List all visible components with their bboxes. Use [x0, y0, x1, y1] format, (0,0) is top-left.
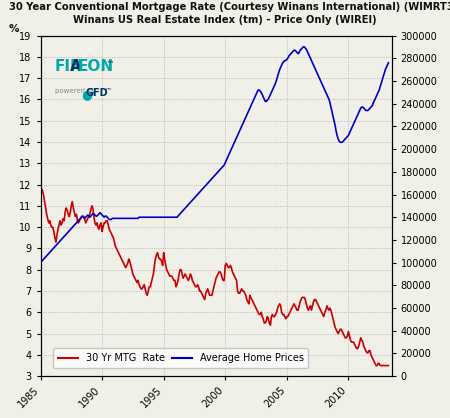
Text: FIN: FIN	[54, 59, 83, 74]
Text: ™: ™	[105, 87, 112, 93]
Text: GFD: GFD	[86, 88, 108, 98]
Text: A: A	[70, 59, 82, 74]
Text: ™: ™	[105, 59, 114, 69]
Legend: 30 Yr MTG  Rate, Average Home Prices: 30 Yr MTG Rate, Average Home Prices	[54, 348, 308, 368]
Text: 30 Year Conventional Mortgage Rate (Courtesy Winans International) (WIMRT30Y) vs: 30 Year Conventional Mortgage Rate (Cour…	[9, 2, 450, 12]
Text: %: %	[9, 24, 19, 34]
Text: powered by: powered by	[54, 88, 95, 94]
Text: EON: EON	[78, 59, 114, 74]
Text: ●: ●	[81, 88, 92, 101]
Text: Winans US Real Estate Index (tm) - Price Only (WIREI): Winans US Real Estate Index (tm) - Price…	[73, 15, 377, 25]
